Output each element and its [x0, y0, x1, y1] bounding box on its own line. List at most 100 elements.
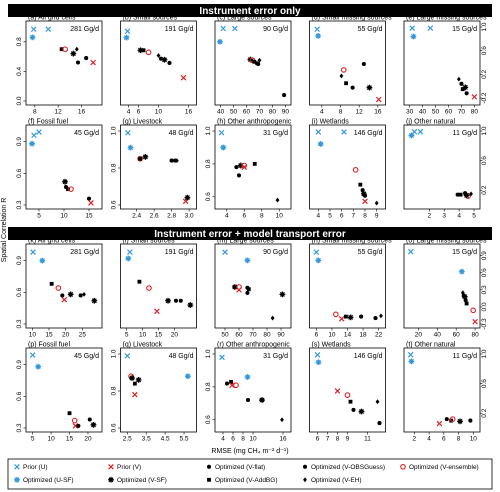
legend-item-optimized-v-obsguess: Optimized (V-OBSGuess) — [302, 464, 385, 471]
point-optimized-v-obsguess — [87, 417, 92, 422]
y-tick-label: 0.8 — [111, 386, 118, 395]
x-tick-label: 15 — [45, 332, 53, 339]
legend-label: Optimized (U-SF) — [23, 477, 74, 484]
section-bar-transport — [8, 227, 492, 240]
point-optimized-v-flat — [224, 381, 230, 386]
point-optimized-u-sf — [244, 374, 251, 380]
point-optimized-v-addbg — [246, 287, 251, 292]
panel-emission: 45 Gg/d — [74, 353, 99, 360]
x-tick-label: 18 — [359, 332, 367, 339]
x-tick-label: 5 — [31, 436, 35, 443]
point-optimized-v-flat — [350, 85, 355, 90]
legend: Prior (U) Prior (V) Optimized (V-flat) Opti… — [7, 458, 493, 490]
panel-frame — [309, 124, 386, 210]
point-optimized-v-eh — [74, 46, 79, 52]
x-tick-label: 8 — [260, 213, 264, 220]
y-tick-label: 0.6 — [111, 423, 118, 432]
point-optimized-u-sf — [315, 359, 322, 366]
panel-c-large-sources: (c) Large sources 90 Gg/d 40 50 60 70 80 90 — [214, 15, 292, 116]
point-optimized-v-eh — [456, 76, 461, 82]
point-optimized-v-eh — [257, 57, 262, 63]
x-tick-label: 5 — [328, 213, 332, 220]
panel-title: (k) All grid cells — [28, 238, 76, 245]
point-optimized-v-eh — [270, 315, 275, 321]
x-tick-label: 12 — [55, 109, 63, 116]
x-tick-label: 6 — [231, 436, 235, 443]
point-optimized-u-sf — [315, 257, 322, 264]
point-optimized-v-eh — [374, 200, 379, 206]
legend-label: Optimized (V-OBSGuess) — [311, 464, 385, 471]
point-optimized-v-addbg — [138, 156, 143, 161]
x-tick-label: 80 — [471, 332, 479, 339]
point-optimized-v-obsguess — [78, 293, 83, 298]
legend-marker-optimized-v-flat — [206, 464, 212, 469]
point-optimized-v-addbg — [49, 281, 54, 286]
y-tick-label: 0.6 — [205, 192, 212, 201]
x-tick-label: 5 — [37, 213, 41, 220]
panel-emission: 45 Gg/d — [74, 130, 99, 137]
point-prior-u — [314, 26, 320, 33]
x-tick-label: 80 — [263, 332, 271, 339]
point-prior-v — [338, 315, 345, 322]
point-prior-u — [31, 132, 37, 139]
legend-marker-optimized-v-eh — [303, 477, 307, 483]
point-optimized-v-addbg — [460, 87, 465, 92]
panel-emission: 55 Gg/d — [358, 249, 383, 256]
point-optimized-u-sf — [410, 33, 417, 40]
legend-item-prior-v: Prior (V) — [108, 463, 141, 471]
x-tick-label: 4 — [225, 213, 229, 220]
point-optimized-v-eh — [174, 158, 179, 163]
point-prior-v — [180, 74, 187, 81]
x-tick-label: 40 — [217, 109, 225, 116]
x-tick-label: 16 — [374, 109, 382, 116]
point-optimized-u-sf — [217, 38, 223, 45]
panel-m-large-sources: (m) Large sources 90 Gg/d 50 60 70 80 90 — [214, 238, 292, 339]
panel-title: (o) Large missing sources — [406, 238, 487, 245]
legend-marker-optimized-u-sf — [14, 476, 20, 483]
x-tick-label: 6 — [315, 332, 319, 339]
point-prior-v — [154, 308, 160, 315]
panel-emission: 191 Gg/d — [165, 249, 194, 256]
section-title-transport: Instrument error + model transport error — [154, 229, 346, 240]
x-tick-label: 20 — [62, 332, 70, 339]
point-optimized-v-sf — [358, 408, 365, 415]
y-tick-label: 1.0 — [481, 349, 488, 358]
point-prior-u — [222, 249, 228, 256]
point-optimized-v-flat — [455, 192, 460, 197]
point-optimized-v-addbg — [358, 182, 363, 187]
x-tick-label: 6 — [137, 109, 141, 116]
point-prior-u — [29, 352, 36, 358]
panel-title: (p) Fossil fuel — [28, 342, 70, 349]
point-optimized-v-obsguess — [256, 61, 261, 67]
x-tick-label: 8 — [457, 436, 461, 443]
panel-title: (r) Other anthropogenic — [217, 342, 290, 349]
point-optimized-v-ensemble — [333, 311, 339, 318]
point-optimized-v-ensemble — [55, 285, 62, 291]
panel-t-other-natural: (t) Other natural 11 Gg/d 2 4 6 8 10 0.2 0.6 1.0 — [403, 342, 488, 443]
legend-item-optimized-v-eh: Optimized (V-EH) — [303, 477, 362, 484]
point-prior-v — [472, 318, 478, 325]
y-tick-label: 0.6 — [481, 156, 488, 165]
point-prior-u — [45, 26, 52, 33]
point-optimized-v-eh — [275, 197, 280, 203]
x-tick-label: 8 — [339, 109, 343, 116]
point-optimized-v-obsguess — [468, 418, 473, 423]
x-tick-label: 16 — [185, 109, 193, 116]
panel-title: (a) All grid cells — [28, 15, 76, 22]
point-optimized-v-sf — [259, 397, 265, 403]
x-tick-label: 8 — [241, 436, 245, 443]
point-optimized-v-addbg — [67, 411, 72, 416]
point-optimized-u-sf — [123, 34, 130, 41]
point-optimized-v-addbg — [344, 81, 349, 86]
point-optimized-v-sf — [457, 418, 463, 425]
x-tick-label: 10 — [249, 436, 257, 443]
point-optimized-u-sf — [408, 132, 415, 139]
point-prior-u — [427, 25, 434, 32]
x-tick-label: 50 — [432, 109, 440, 116]
panel-frame — [403, 20, 481, 106]
x-tick-label: 7 — [326, 436, 330, 443]
point-optimized-v-flat — [464, 91, 469, 96]
point-prior-u — [218, 129, 225, 136]
point-optimized-v-obsguess — [459, 81, 464, 86]
point-optimized-v-obsguess — [377, 421, 382, 426]
